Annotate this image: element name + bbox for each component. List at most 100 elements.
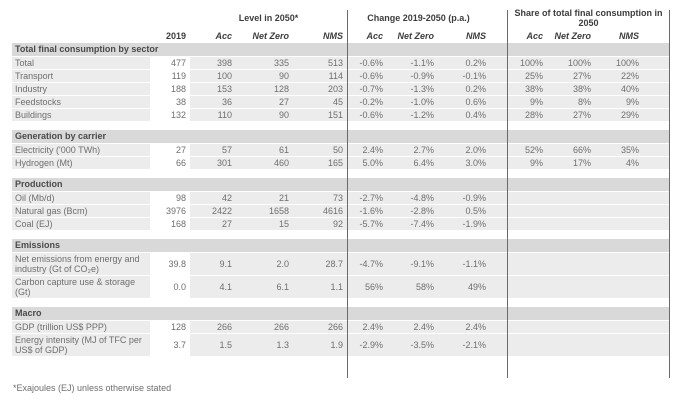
cell-share-2: 4%	[595, 156, 644, 170]
cell-change-1: -1.3%	[387, 82, 439, 96]
table-header: Level in 2050* Change 2019-2050 (p.a.) S…	[12, 6, 670, 43]
cell-pad	[643, 95, 671, 109]
cell-share-0	[507, 320, 548, 334]
cell-share-1	[547, 204, 596, 218]
cell-level-0: 301	[190, 156, 236, 170]
row-label: Transport	[12, 69, 150, 83]
cell-change-2: 3.0%	[438, 156, 491, 170]
cell-change-0: 5.0%	[347, 156, 388, 170]
table-row: GDP (trillion US$ PPP) 128 266 266 266 2.4% 2.…	[12, 320, 671, 334]
cell-level-0: 57	[190, 143, 236, 157]
cell-change-0: -1.6%	[347, 204, 388, 218]
cell-change-1: -1.2%	[387, 108, 439, 122]
table-row: Coal (EJ) 168 27 15 92 -5.7% -7.4% -1.9%	[12, 217, 671, 231]
table-row: Oil (Mb/d) 98 42 21 73 -2.7% -4.8% -0.9%	[12, 191, 671, 205]
cell-pad	[490, 204, 508, 218]
cell-level-2: 50	[293, 143, 348, 157]
cell-pad	[643, 82, 671, 96]
table-row: Carbon capture use & storage (Gt) 0.0 4.1 6…	[12, 275, 671, 299]
cell-level-2: 165	[293, 156, 348, 170]
divider-level-change	[347, 10, 348, 378]
section-header-row: Production	[12, 178, 671, 192]
cell-change-0: 2.4%	[347, 320, 388, 334]
section-title: Generation by carrier	[12, 130, 671, 144]
cell-pad	[490, 156, 508, 170]
cell-share-1	[547, 191, 596, 205]
cell-level-2: 151	[293, 108, 348, 122]
cell-share-1: 8%	[547, 95, 596, 109]
section-gap-cell	[12, 230, 671, 239]
table-footnote: *Exajoules (EJ) unless otherwise stated	[13, 383, 172, 393]
cell-2019: 39.8	[150, 252, 190, 276]
divider-change-share	[507, 10, 508, 378]
cell-change-2: -0.9%	[438, 191, 491, 205]
cell-pad	[643, 156, 671, 170]
column-header-level-acc: Acc	[215, 31, 232, 41]
cell-level-1: 1658	[236, 204, 293, 218]
cell-change-2: -1.9%	[438, 217, 491, 231]
cell-share-2	[595, 275, 644, 299]
cell-pad	[490, 95, 508, 109]
group-header-level: Level in 2050*	[238, 13, 299, 23]
cell-share-1: 100%	[547, 56, 596, 70]
cell-share-1	[547, 320, 596, 334]
cell-2019: 38	[150, 95, 190, 109]
cell-level-0: 110	[190, 108, 236, 122]
cell-pad	[490, 252, 508, 276]
section-header-row: Macro	[12, 307, 671, 321]
cell-change-2: 0.6%	[438, 95, 491, 109]
cell-change-1: 2.4%	[387, 320, 439, 334]
cell-pad	[490, 191, 508, 205]
cell-level-1: 90	[236, 69, 293, 83]
column-header-share-acc: Acc	[526, 31, 544, 41]
section-header-row: Total final consumption by sector	[12, 43, 671, 57]
cell-change-1: -4.8%	[387, 191, 439, 205]
cell-pad	[490, 333, 508, 357]
cell-level-1: 27	[236, 95, 293, 109]
section-title: Production	[12, 178, 671, 192]
section-gap-cell	[12, 298, 671, 307]
section-header-row: Emissions	[12, 239, 671, 253]
column-header-share-netzero: Net Zero	[554, 31, 592, 41]
cell-2019: 119	[150, 69, 190, 83]
cell-level-1: 15	[236, 217, 293, 231]
cell-level-2: 203	[293, 82, 348, 96]
table-row: Transport 119 100 90 114 -0.6% -0.9% -0.1% 25% 27…	[12, 69, 671, 83]
cell-2019: 0.0	[150, 275, 190, 299]
group-header-pad	[490, 6, 507, 30]
cell-change-0: -0.7%	[347, 82, 388, 96]
table-row: Total 477 398 335 513 -0.6% -1.1% 0.2% 100% 100% 1…	[12, 56, 671, 70]
cell-2019: 3976	[150, 204, 190, 218]
section-gap	[12, 230, 671, 239]
cell-pad	[643, 191, 671, 205]
column-header-pad	[643, 30, 670, 43]
cell-change-1: -1.0%	[387, 95, 439, 109]
table-row: Industry 188 153 128 203 -0.7% -1.3% 0.2% 38% 38%…	[12, 82, 671, 96]
cell-level-0: 2422	[190, 204, 236, 218]
cell-change-0: -0.6%	[347, 69, 388, 83]
cell-level-2: 266	[293, 320, 348, 334]
cell-change-2: -2.1%	[438, 333, 491, 357]
group-header-row: Level in 2050* Change 2019-2050 (p.a.) S…	[12, 6, 670, 30]
cell-share-0	[507, 252, 548, 276]
cell-change-2: 0.4%	[438, 108, 491, 122]
row-label: Total	[12, 56, 150, 70]
cell-level-2: 513	[293, 56, 348, 70]
section-header-row: Generation by carrier	[12, 130, 671, 144]
cell-change-0: 2.4%	[347, 143, 388, 157]
table-row: Hydrogen (Mt) 66 301 460 165 5.0% 6.4% 3.0% 9% 17…	[12, 156, 671, 170]
cell-pad	[643, 320, 671, 334]
cell-2019: 27	[150, 143, 190, 157]
cell-pad	[490, 82, 508, 96]
cell-pad	[643, 204, 671, 218]
cell-level-1: 1.3	[236, 333, 293, 357]
cell-pad	[490, 217, 508, 231]
cell-change-2: 2.4%	[438, 320, 491, 334]
row-label: Oil (Mb/d)	[12, 191, 150, 205]
column-header-blank	[12, 30, 150, 43]
cell-level-0: 27	[190, 217, 236, 231]
cell-share-1	[547, 252, 596, 276]
cell-change-1: -3.5%	[387, 333, 439, 357]
scenario-comparison-table: Level in 2050* Change 2019-2050 (p.a.) S…	[12, 6, 671, 357]
cell-change-2: -0.1%	[438, 69, 491, 83]
